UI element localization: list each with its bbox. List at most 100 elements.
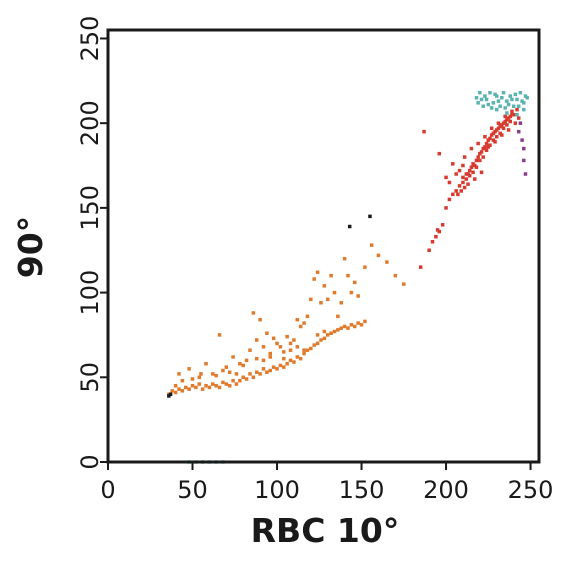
scatter-point-series-0 [349,323,354,327]
scatter-point-series-2 [469,146,474,151]
scatter-point-series-2 [479,170,484,175]
y-tick-label: 50 [76,362,104,393]
scatter-point-series-0 [309,346,313,351]
scatter-point-series-0 [295,317,300,322]
scatter-point-series-0 [170,389,174,393]
scatter-point-series-3 [479,97,484,102]
scatter-point-series-2 [454,189,458,193]
scatter-point-series-2 [506,128,511,132]
scatter-point-series-2 [430,240,435,244]
scatter-point-series-0 [190,384,195,388]
scatter-point-series-0 [315,341,320,346]
scatter-point-series-0 [217,385,222,390]
scatter-point-series-2 [437,229,442,234]
scatter-point-series-3 [515,112,519,117]
scatter-point-series-2 [501,126,506,131]
scatter-point-series-3 [474,96,479,100]
scatter-point-series-3 [496,99,501,103]
scatter-point-series-0 [322,284,327,288]
scatter-point-series-2 [434,234,438,239]
scatter-point-series-0 [207,385,212,390]
scatter-point-series-2 [456,192,460,197]
scatter-point-series-0 [231,378,235,383]
scatter-point-series-0 [288,341,293,346]
x-tick-label: 200 [423,476,469,504]
scatter-point-series-0 [238,361,242,366]
scatter-point-series-3 [506,102,511,107]
scatter-point-series-4 [516,129,521,134]
scatter-point-series-2 [476,141,480,146]
x-axis-title: RBC 10° [251,511,400,550]
scatter-point-series-0 [385,260,389,264]
x-axis-ticks: 0 50 100 150 200 250 [100,462,553,504]
scatter-point-series-0 [194,385,198,390]
scatter-point-series-2 [461,163,465,168]
scatter-point-series-2 [427,248,431,252]
scatter-point-series-0 [238,378,242,383]
scatter-point-series-2 [496,121,501,125]
scatter-point-series-3 [500,96,504,100]
scatter-point-series-0 [204,384,208,388]
scatter-point-series-1 [347,224,352,229]
scatter-point-series-0 [227,370,232,374]
scatter-point-series-0 [315,333,320,337]
scatter-point-series-0 [211,372,215,376]
scatter-point-series-3 [486,102,491,107]
scatter-point-series-2 [511,112,516,117]
scatter-point-series-0 [184,385,188,390]
scatter-point-series-2 [484,148,489,153]
scatter-point-series-0 [244,358,249,363]
scatter-point-series-0 [302,351,306,356]
scatter-point-series-0 [241,363,245,368]
scatter-point-series-0 [268,351,273,356]
scatter-point-series-0 [251,375,256,380]
scatter-point-series-0 [346,326,350,330]
scatter-point-series-0 [402,282,406,286]
scatter-point-series-0 [234,382,239,386]
scatter-point-series-0 [329,273,333,278]
scatter-point-series-2 [451,192,455,197]
scatter-point-series-0 [265,331,269,335]
scatter-point-series-0 [265,370,269,374]
scatter-point-series-2 [483,145,487,149]
scatter-point-series-3 [498,104,502,108]
scatter-point-series-0 [180,378,185,383]
scatter-point-series-0 [332,290,337,295]
scatter-point-series-0 [292,338,296,342]
scatter-point-series-2 [474,165,479,169]
scatter-point-series-2 [459,189,463,193]
scatter-point-series-3 [513,92,518,97]
scatter-point-series-3 [503,106,507,110]
scatter-point-series-0 [231,355,235,359]
scatter-point-series-2 [500,133,504,137]
scatter-point-series-4 [520,138,524,142]
y-tick-label: 150 [76,185,104,231]
scatter-point-series-2 [516,116,521,120]
scatter-point-series-2 [467,168,472,173]
scatter-point-series-2 [462,185,467,190]
scatter-point-series-0 [254,370,259,374]
scatter-point-series-2 [479,150,484,154]
scatter-point-series-0 [325,297,330,302]
scatter-point-series-0 [292,360,296,364]
scatter-point-series-4 [522,146,526,151]
scatter-point-series-0 [353,280,357,285]
y-tick-label: 100 [76,270,104,316]
scatter-point-series-0 [315,270,320,275]
scatter-point-series-0 [319,301,323,305]
scatter-point-series-1 [368,214,372,219]
scatter-point-series-0 [248,348,252,352]
scatter-point-series-3 [495,107,499,112]
scatter-point-series-0 [244,377,249,381]
x-tick-label: 250 [508,476,554,504]
scatter-point-series-4 [523,172,528,176]
scatter-point-series-2 [515,107,519,112]
scatter-point-series-2 [461,180,465,185]
scatter-point-series-3 [518,90,523,95]
scatter-point-series-0 [278,345,283,349]
scatter-point-series-0 [285,361,289,366]
scatter-point-series-2 [447,180,452,185]
scatter-point-series-3 [505,111,509,115]
scatter-point-series-0 [221,380,225,385]
